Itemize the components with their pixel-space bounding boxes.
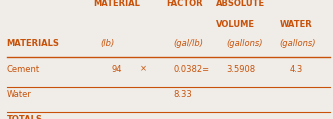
Text: (lb): (lb) [100,39,114,48]
Text: 8.33: 8.33 [173,90,192,99]
Text: 4.3: 4.3 [290,65,303,74]
Text: VOLUME: VOLUME [216,20,255,29]
Text: MATERIAL: MATERIAL [93,0,140,8]
Text: TOTALS: TOTALS [7,115,43,119]
Text: 3.5908: 3.5908 [226,65,255,74]
Text: Cement: Cement [7,65,40,74]
Text: MATERIALS: MATERIALS [7,39,60,48]
Text: (gal/lb): (gal/lb) [173,39,203,48]
Text: 0.0382=: 0.0382= [173,65,209,74]
Text: (gallons): (gallons) [226,39,263,48]
Text: FACTOR: FACTOR [166,0,203,8]
Text: (gallons): (gallons) [280,39,316,48]
Text: 94: 94 [111,65,122,74]
Text: WATER: WATER [280,20,312,29]
Text: Water: Water [7,90,32,99]
Text: ABSOLUTE: ABSOLUTE [216,0,266,8]
Text: ×: × [140,65,147,74]
